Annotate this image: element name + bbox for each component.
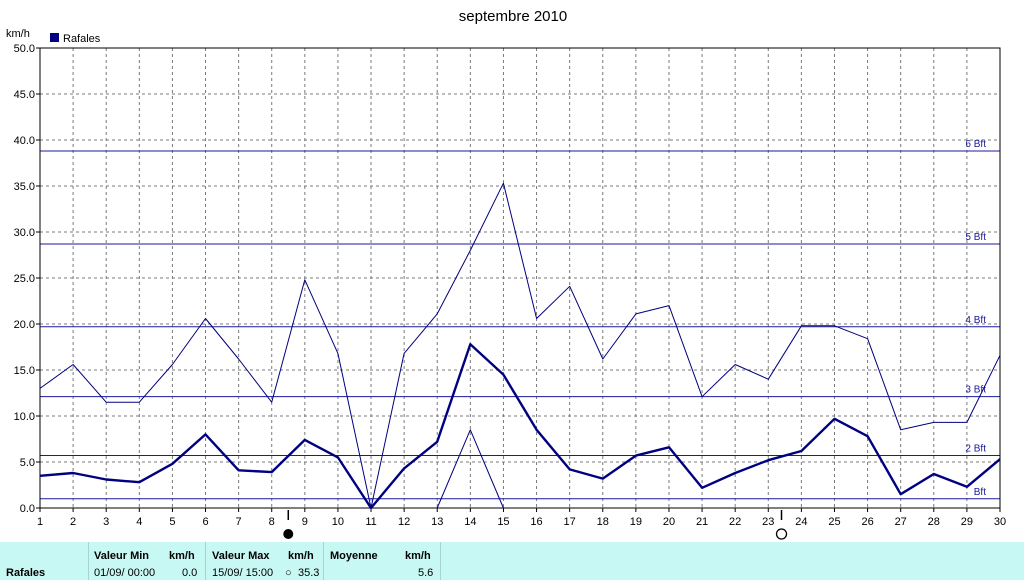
series-line-2 xyxy=(436,429,504,509)
x-tick-label: 28 xyxy=(928,516,940,528)
axes xyxy=(39,47,1001,509)
beaufort-label: 4 Bft xyxy=(965,315,986,326)
y-tick-labels: 0.0 5.0 10.0 15.0 20.0 25.0 30.0 35.0 40.0 45.0 50… xyxy=(14,43,35,515)
new-moon-icon xyxy=(283,529,294,539)
avg-header: Moyenne xyxy=(330,550,378,562)
avg-unit: km/h xyxy=(405,550,431,562)
beaufort-label: 3 Bft xyxy=(965,385,986,396)
x-tick-label: 3 xyxy=(103,516,109,528)
x-tick-label: 4 xyxy=(136,516,142,528)
x-tick-label: 11 xyxy=(365,516,376,528)
beaufort-lines: Bft 2 Bft 3 Bft 4 Bft 5 Bft 6 Bft xyxy=(40,139,1000,500)
x-tick-label: 19 xyxy=(630,516,642,528)
x-tick-label: 7 xyxy=(236,516,242,528)
series-line-1 xyxy=(39,182,1001,509)
series-lines xyxy=(39,182,1001,510)
full-moon-icon xyxy=(775,528,788,540)
avg-value: 5.6 xyxy=(418,567,434,579)
wind-chart: septembre 2010 km/h Rafales Bft 2 Bft 3 Bf… xyxy=(6,8,1006,540)
x-tick-label: 30 xyxy=(994,516,1006,528)
y-tick-label: 20.0 xyxy=(14,319,35,331)
y-tick-label: 15.0 xyxy=(14,365,35,377)
x-tick-label: 16 xyxy=(530,516,542,528)
x-tick-label: 27 xyxy=(895,516,907,528)
x-tick-label: 9 xyxy=(302,516,308,528)
x-tick-label: 12 xyxy=(398,516,410,528)
x-tick-label: 18 xyxy=(597,516,609,528)
y-tick-label: 0.0 xyxy=(20,503,35,515)
x-tick-label: 20 xyxy=(663,516,675,528)
y-tick-label: 10.0 xyxy=(14,411,35,423)
x-tick-labels: 1 2 3 4 5 6 7 8 9 10 11 12 13 14 15 16 17 18 19 20 21 22 23 24 2… xyxy=(37,516,1006,528)
beaufort-label: 6 Bft xyxy=(965,139,986,150)
max-unit: km/h xyxy=(288,550,314,562)
y-tick-label: 40.0 xyxy=(14,135,35,147)
x-tick-label: 23 xyxy=(762,516,774,528)
series-line-0 xyxy=(39,343,1001,510)
y-tick-label: 5.0 xyxy=(20,457,35,469)
x-tick-label: 29 xyxy=(961,516,973,528)
x-tick-label: 10 xyxy=(332,516,344,528)
stats-panel: Rafales Valeur Min km/h 01/09/ 00:00 0.0… xyxy=(0,542,1024,580)
x-tick-label: 2 xyxy=(70,516,76,528)
max-marker-icon: ○ xyxy=(285,567,292,579)
x-tick-label: 22 xyxy=(729,516,741,528)
y-tick-label: 30.0 xyxy=(14,227,35,239)
x-tick-label: 6 xyxy=(202,516,208,528)
y-tick-label: 35.0 xyxy=(14,181,35,193)
max-value: 35.3 xyxy=(298,567,320,579)
x-tick-label: 14 xyxy=(464,516,476,528)
y-tick-label: 45.0 xyxy=(14,89,35,101)
min-header: Valeur Min xyxy=(94,550,150,562)
chart-title: septembre 2010 xyxy=(459,8,567,25)
x-tick-label: 21 xyxy=(696,516,708,528)
min-unit: km/h xyxy=(169,550,195,562)
x-tick-label: 26 xyxy=(861,516,873,528)
moon-phases xyxy=(283,510,788,540)
grid xyxy=(36,47,1001,512)
x-tick-label: 1 xyxy=(37,516,43,528)
x-tick-label: 17 xyxy=(564,516,576,528)
beaufort-label: Bft xyxy=(974,487,986,498)
x-tick-label: 8 xyxy=(269,516,275,528)
x-tick-label: 5 xyxy=(169,516,175,528)
stats-row-label: Rafales xyxy=(6,567,46,579)
y-tick-label: 25.0 xyxy=(14,273,35,285)
legend-label: Rafales xyxy=(63,33,101,45)
legend-swatch xyxy=(50,33,59,42)
x-tick-label: 15 xyxy=(497,516,509,528)
y-tick-label: 50.0 xyxy=(14,43,35,55)
max-header: Valeur Max xyxy=(212,550,270,562)
y-axis-unit: km/h xyxy=(6,28,30,40)
x-tick-label: 25 xyxy=(828,516,840,528)
x-tick-label: 24 xyxy=(795,516,807,528)
beaufort-label: 2 Bft xyxy=(965,444,986,455)
min-value: 0.0 xyxy=(182,567,198,579)
beaufort-label: 5 Bft xyxy=(965,232,986,243)
plot-frame xyxy=(39,47,1001,509)
min-date: 01/09/ 00:00 xyxy=(94,567,156,579)
max-date: 15/09/ 15:00 xyxy=(212,567,274,579)
x-tick-label: 13 xyxy=(431,516,443,528)
